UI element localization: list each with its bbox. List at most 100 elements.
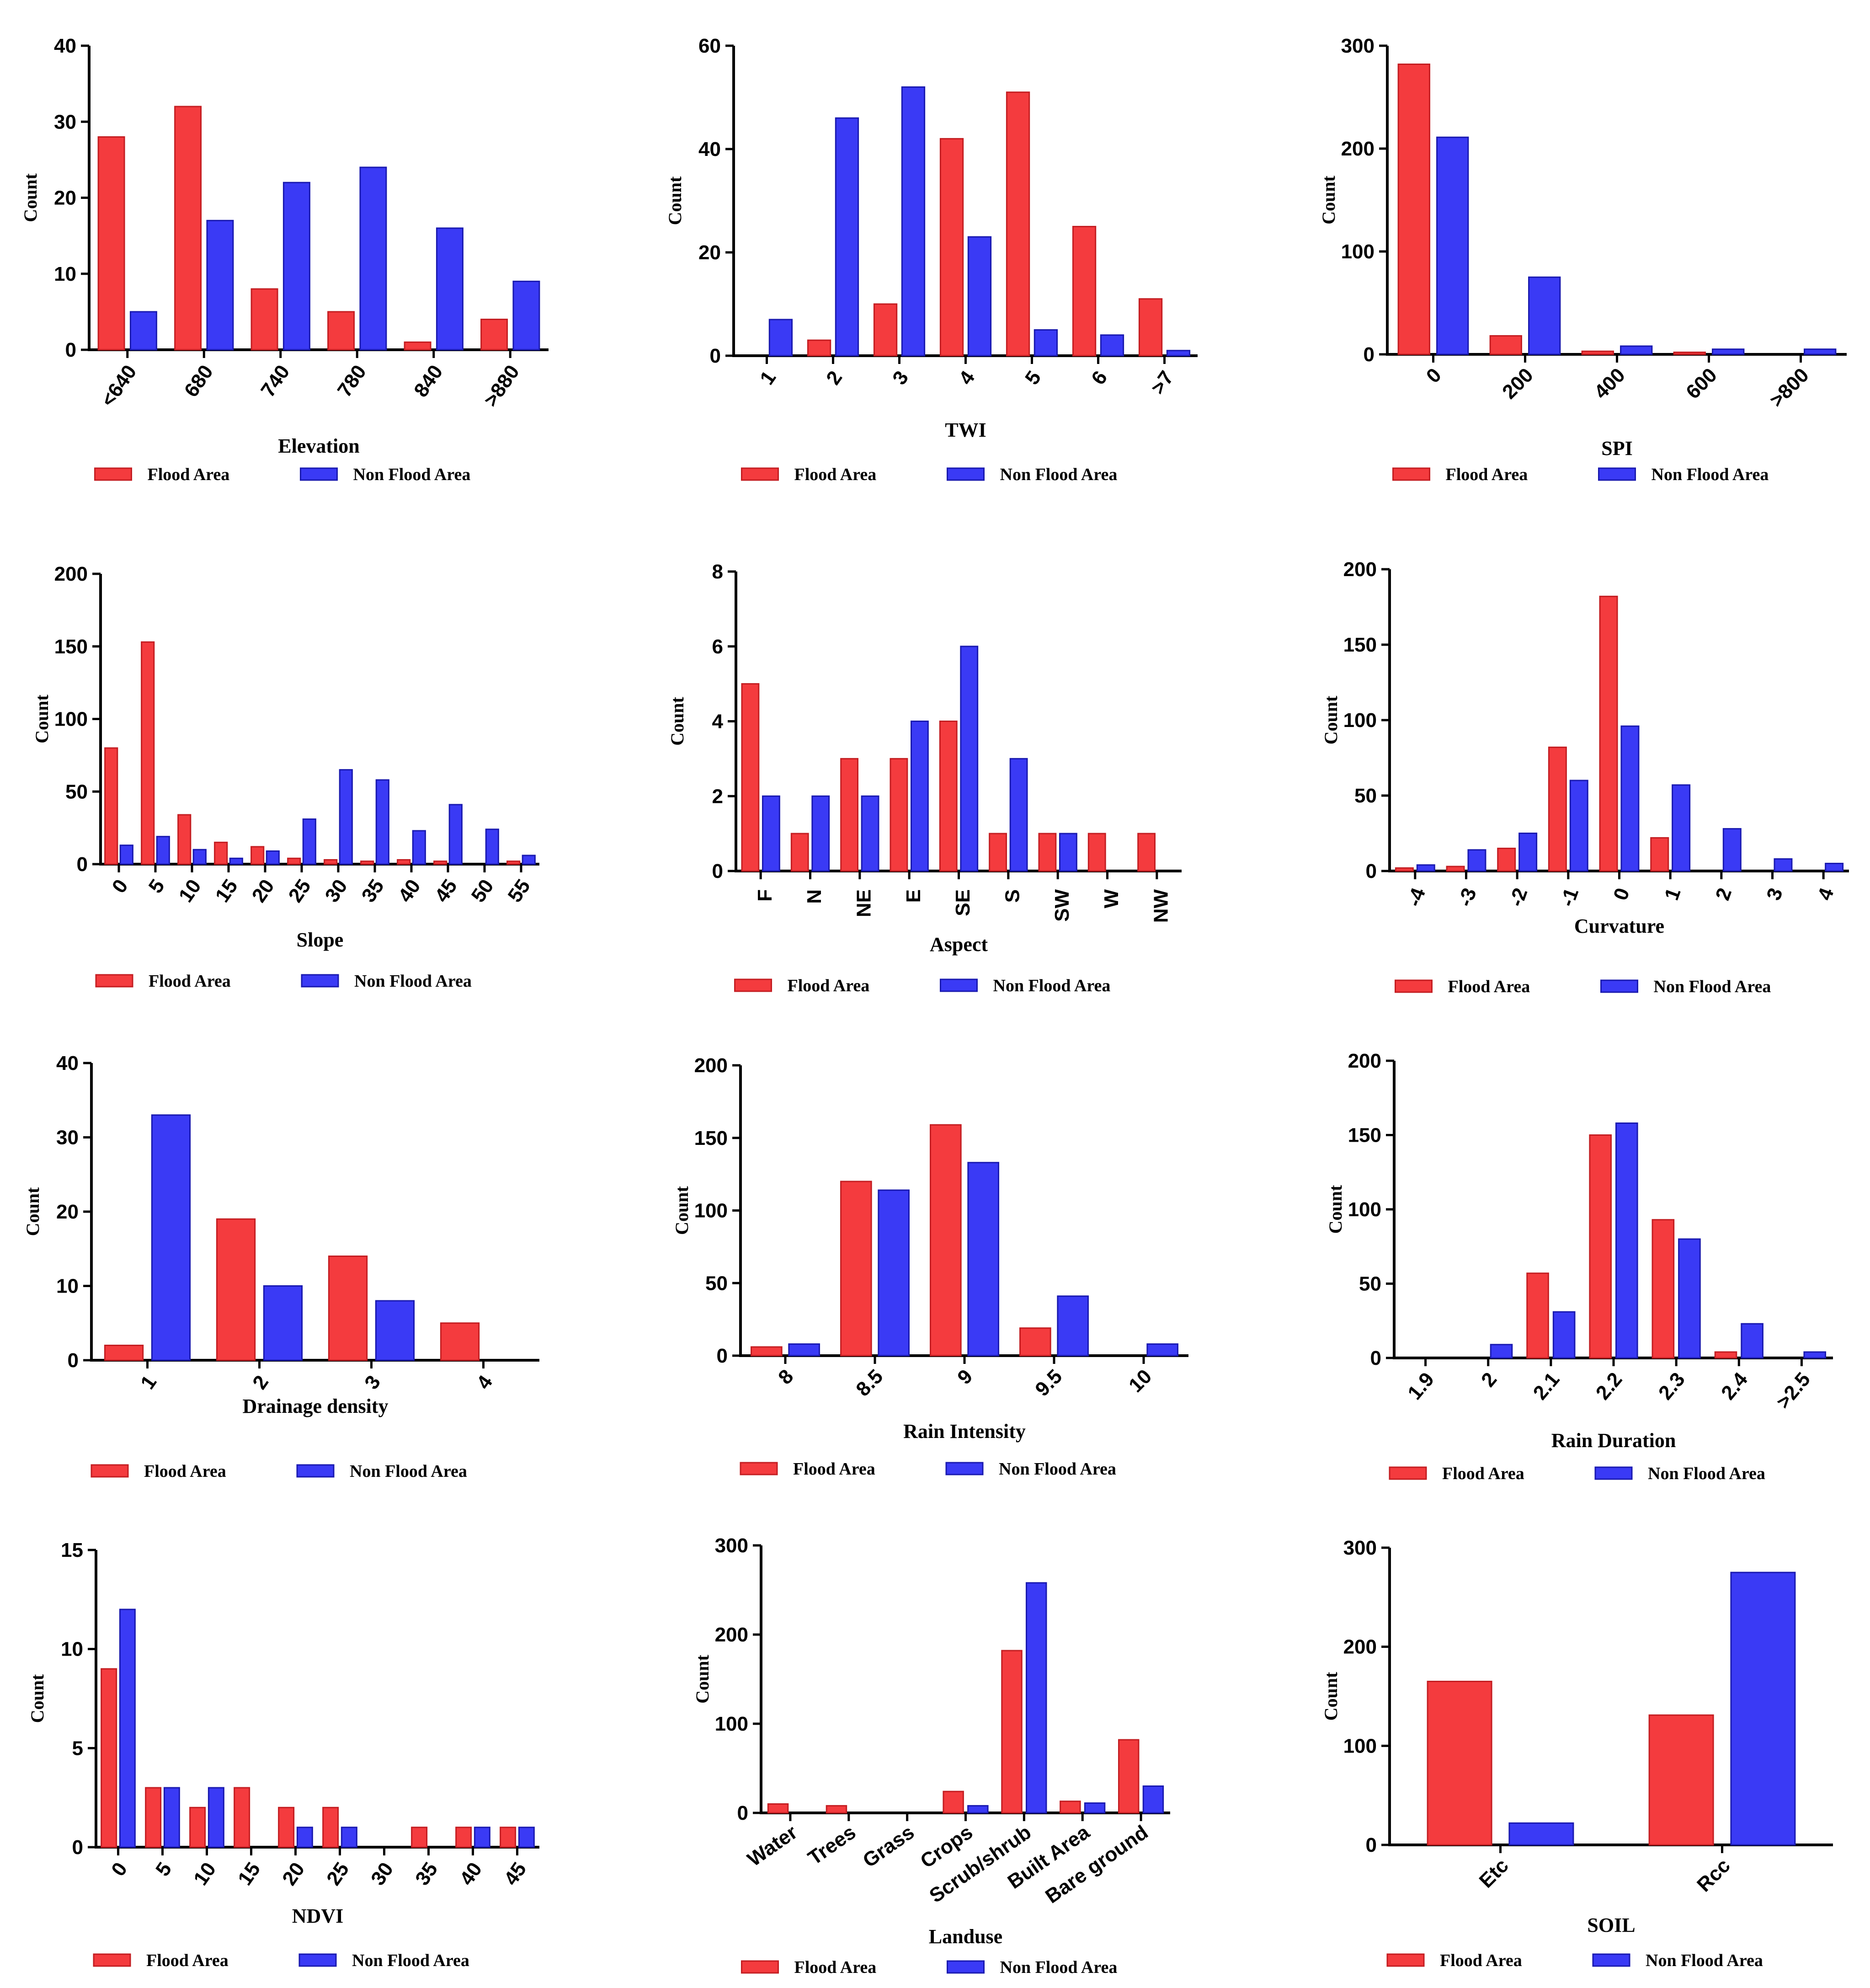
flood-bar-Etc — [1427, 1681, 1492, 1846]
y-tick-label: 0 — [1364, 343, 1375, 366]
flood-bar-20 — [250, 846, 265, 865]
x-tick-label: 2.2 — [1592, 1368, 1627, 1404]
y-tick-label: 0 — [737, 1802, 748, 1824]
y-tick-label: 50 — [705, 1272, 728, 1294]
x-tick-label: S — [1001, 889, 1023, 903]
y-tick-label: 2 — [712, 785, 723, 807]
y-tick-label: 300 — [1341, 35, 1375, 57]
y-tick-label: 50 — [1354, 785, 1377, 807]
x-axis-label: NDVI — [292, 1905, 343, 1927]
flood-bar-45 — [500, 1827, 517, 1848]
flood-bar-<640 — [97, 136, 125, 351]
legend-label-non-flood: Non Flood Area — [352, 1951, 469, 1970]
legend: Flood Area Non Flood Area — [91, 1462, 467, 1481]
y-tick-label: 0 — [1366, 1834, 1377, 1856]
non-flood-bar-5 — [156, 836, 170, 865]
x-tick-label: 1.9 — [1403, 1368, 1438, 1404]
x-axis-label: TWI — [945, 419, 986, 441]
y-tick-label: 0 — [72, 1836, 83, 1859]
x-axis-label: Landuse — [929, 1925, 1002, 1948]
x-tick-label: 15 — [234, 1858, 265, 1889]
legend-label-flood: Flood Area — [1448, 977, 1530, 996]
x-axis-label: Curvature — [1574, 915, 1664, 937]
non-flood-bar-1 — [151, 1114, 191, 1361]
legend-swatch-flood — [1392, 467, 1430, 481]
non-flood-bar-15 — [229, 857, 243, 865]
non-flood-bar-600 — [1712, 348, 1745, 355]
y-axis-label: Count — [667, 696, 687, 745]
panel-curvature: 0 50 100 150 200 Count -4 -3 -2 -1 0 1 2 3 4 Curvature F… — [1321, 558, 1849, 996]
y-tick-label: 300 — [1343, 1537, 1377, 1559]
non-flood-bar-0 — [119, 1609, 136, 1848]
non-flood-bar-2 — [263, 1285, 303, 1361]
y-tick-label: 20 — [54, 187, 76, 209]
flood-bar-Rcc — [1648, 1714, 1714, 1846]
legend: Flood Area Non Flood Area — [1395, 977, 1771, 996]
non-flood-bar-400 — [1620, 345, 1653, 355]
legend-label-flood: Flood Area — [148, 465, 230, 484]
non-flood-bar->800 — [1804, 348, 1837, 355]
x-tick-label: 4 — [472, 1371, 497, 1394]
legend-label-non-flood: Non Flood Area — [350, 1462, 467, 1481]
flood-bar-35 — [360, 860, 374, 865]
legend-swatch-flood — [734, 978, 772, 992]
non-flood-bar-5 — [1034, 329, 1058, 357]
y-tick-label: 200 — [715, 1624, 748, 1646]
y-axis-label: Count — [671, 1186, 692, 1234]
non-flood-bar-1 — [768, 319, 793, 357]
legend-swatch-flood — [1389, 1466, 1427, 1480]
y-tick-label: 100 — [715, 1713, 748, 1735]
non-flood-bar-45 — [518, 1827, 535, 1848]
legend-label-flood: Flood Area — [144, 1462, 226, 1481]
y-tick-label: 5 — [72, 1737, 83, 1759]
x-tick-label: 25 — [284, 875, 315, 906]
x-axis-label: Slope — [297, 929, 344, 951]
x-tick-label: 45 — [430, 875, 461, 906]
y-tick-label: 200 — [1343, 558, 1377, 581]
flood-bar-2.3 — [1652, 1219, 1675, 1359]
flood-bar-4 — [440, 1322, 480, 1361]
non-flood-bar-9.5 — [1057, 1295, 1089, 1357]
legend: Flood Area Non Flood Area — [741, 1958, 1117, 1977]
x-tick-label: 600 — [1682, 364, 1721, 404]
y-tick-label: 20 — [56, 1201, 79, 1223]
x-tick-label: 840 — [410, 361, 447, 401]
x-tick-label: 9 — [953, 1365, 977, 1389]
y-tick-label: 200 — [1341, 138, 1375, 160]
legend-label-flood: Flood Area — [149, 972, 231, 991]
x-tick-label: 5 — [151, 1858, 176, 1880]
x-tick-label: 15 — [211, 875, 242, 906]
flood-bar-5 — [145, 1787, 162, 1848]
x-tick-label: 2 — [822, 367, 847, 389]
y-tick-label: 100 — [1343, 1735, 1377, 1757]
legend-label-flood: Flood Area — [1440, 1951, 1522, 1970]
y-tick-label: 200 — [54, 563, 88, 585]
x-tick-label: W — [1100, 889, 1123, 908]
x-tick-label: 740 — [256, 361, 294, 401]
legend-label-flood: Flood Area — [794, 465, 877, 484]
y-tick-label: 0 — [717, 1345, 728, 1367]
flood-bar-740 — [250, 288, 278, 351]
x-tick-label: -1 — [1556, 885, 1583, 910]
non-flood-bar-SE — [960, 646, 979, 872]
flood-bar-0 — [1397, 64, 1430, 355]
y-tick-label: 100 — [1341, 240, 1375, 263]
flood-bar-9 — [930, 1124, 962, 1357]
x-tick-label: Bare ground — [1041, 1821, 1152, 1908]
y-tick-label: 30 — [54, 111, 76, 133]
legend-label-non-flood: Non Flood Area — [354, 972, 472, 991]
flood-bar-400 — [1581, 350, 1614, 355]
legend-swatch-flood — [1386, 1953, 1425, 1967]
x-tick-label: >880 — [479, 361, 524, 411]
x-tick-label: 2.3 — [1654, 1368, 1689, 1404]
x-tick-label: 30 — [367, 1858, 398, 1889]
x-axis-label: Rain Duration — [1551, 1429, 1676, 1452]
legend-swatch-non-flood — [1592, 1953, 1630, 1967]
non-flood-bar-6 — [1100, 334, 1124, 357]
legend: Flood Area Non Flood Area — [95, 972, 472, 991]
legend: Flood Area Non Flood Area — [740, 1459, 1116, 1479]
non-flood-bar-20 — [296, 1827, 313, 1848]
x-axis-label: Rain Intensity — [903, 1420, 1026, 1443]
y-axis-label: Count — [22, 1187, 43, 1236]
flood-bar-15 — [214, 841, 228, 865]
